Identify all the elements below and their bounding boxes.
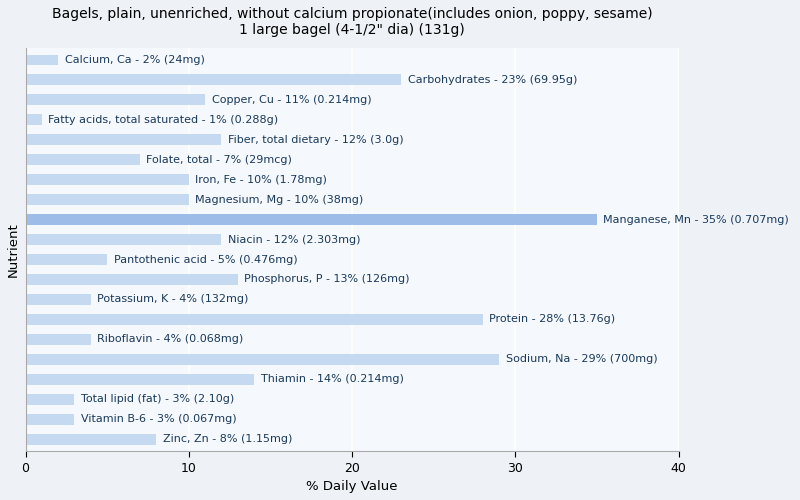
Bar [26,194,189,205]
Text: Magnesium, Mg - 10% (38mg): Magnesium, Mg - 10% (38mg) [195,194,363,204]
Bar [26,334,91,345]
Text: Protein - 28% (13.76g): Protein - 28% (13.76g) [490,314,615,324]
Bar [26,434,156,444]
Text: Sodium, Na - 29% (700mg): Sodium, Na - 29% (700mg) [506,354,657,364]
Bar [26,254,107,265]
Bar [26,154,140,166]
Text: Niacin - 12% (2.303mg): Niacin - 12% (2.303mg) [228,234,361,244]
Text: Riboflavin - 4% (0.068mg): Riboflavin - 4% (0.068mg) [98,334,243,344]
Text: Pantothenic acid - 5% (0.476mg): Pantothenic acid - 5% (0.476mg) [114,254,298,264]
Bar [26,114,42,126]
Bar [26,314,482,325]
Text: Fiber, total dietary - 12% (3.0g): Fiber, total dietary - 12% (3.0g) [228,135,403,145]
Text: Total lipid (fat) - 3% (2.10g): Total lipid (fat) - 3% (2.10g) [81,394,234,404]
Text: Manganese, Mn - 35% (0.707mg): Manganese, Mn - 35% (0.707mg) [603,214,790,224]
X-axis label: % Daily Value: % Daily Value [306,480,398,493]
Text: Zinc, Zn - 8% (1.15mg): Zinc, Zn - 8% (1.15mg) [162,434,292,444]
Text: Iron, Fe - 10% (1.78mg): Iron, Fe - 10% (1.78mg) [195,174,327,184]
Bar [26,294,91,305]
Text: Folate, total - 7% (29mcg): Folate, total - 7% (29mcg) [146,155,292,165]
Text: Calcium, Ca - 2% (24mg): Calcium, Ca - 2% (24mg) [65,55,205,65]
Bar [26,374,254,384]
Text: Thiamin - 14% (0.214mg): Thiamin - 14% (0.214mg) [261,374,403,384]
Text: Potassium, K - 4% (132mg): Potassium, K - 4% (132mg) [98,294,249,304]
Bar [26,94,205,106]
Bar [26,54,58,66]
Bar [26,174,189,185]
Text: Carbohydrates - 23% (69.95g): Carbohydrates - 23% (69.95g) [407,75,577,85]
Bar [26,134,222,145]
Text: Vitamin B-6 - 3% (0.067mg): Vitamin B-6 - 3% (0.067mg) [81,414,237,424]
Text: Copper, Cu - 11% (0.214mg): Copper, Cu - 11% (0.214mg) [212,95,371,105]
Bar [26,414,74,424]
Bar [26,234,222,245]
Text: Phosphorus, P - 13% (126mg): Phosphorus, P - 13% (126mg) [244,274,410,284]
Text: Fatty acids, total saturated - 1% (0.288g): Fatty acids, total saturated - 1% (0.288… [48,115,278,125]
Y-axis label: Nutrient: Nutrient [7,222,20,277]
Bar [26,214,597,225]
Bar [26,354,499,365]
Bar [26,74,401,86]
Title: Bagels, plain, unenriched, without calcium propionate(includes onion, poppy, ses: Bagels, plain, unenriched, without calci… [52,7,652,37]
Bar [26,394,74,404]
Bar [26,274,238,285]
